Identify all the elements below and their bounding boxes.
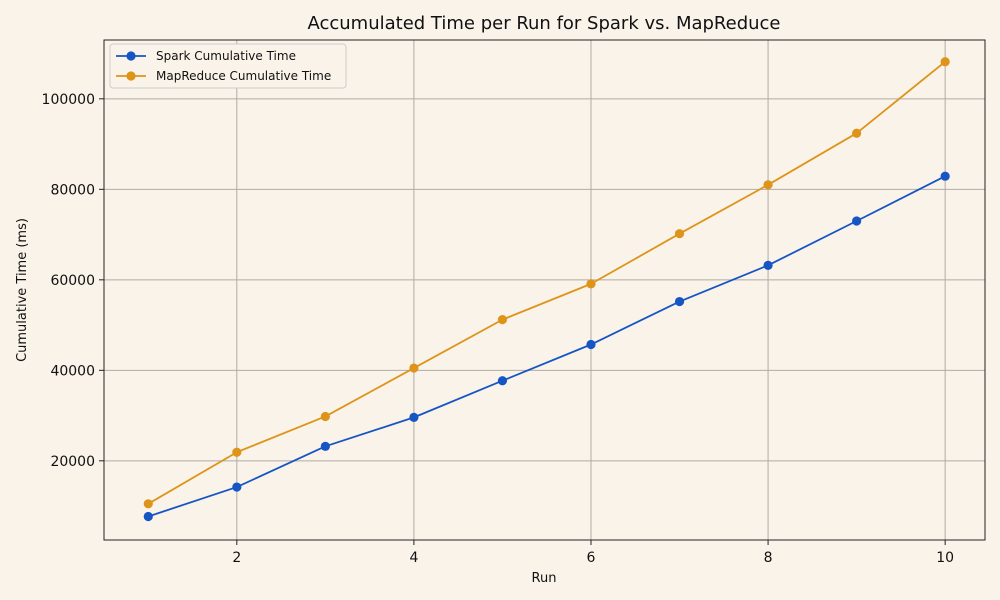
x-tick-label: 4: [409, 550, 418, 566]
x-tick-label: 10: [936, 550, 954, 566]
data-point: [143, 511, 153, 522]
x-tick-label: 8: [764, 550, 773, 566]
plot-area-frame: [103, 39, 986, 541]
series-group: [143, 57, 950, 522]
legend-marker: [126, 71, 136, 81]
series-line-1: [147, 175, 946, 518]
chart-title: Accumulated Time per Run for Spark vs. M…: [307, 13, 780, 34]
y-tick-label: 100000: [42, 92, 95, 108]
data-point: [674, 229, 685, 239]
data-point: [940, 57, 950, 67]
grid: [104, 40, 985, 540]
data-point: [763, 260, 773, 270]
data-point: [674, 296, 685, 307]
y-axis-label: Cumulative Time (ms): [15, 218, 30, 362]
y-tick-label: 20000: [50, 454, 95, 470]
legend-label: MapReduce Cumulative Time: [156, 69, 331, 83]
data-point: [232, 482, 242, 492]
data-point: [497, 315, 508, 325]
x-tick-label: 2: [232, 550, 241, 566]
data-point: [586, 279, 596, 289]
data-point: [320, 441, 330, 451]
x-tick-label: 6: [587, 550, 596, 566]
data-point: [497, 376, 508, 386]
y-tick-label: 80000: [50, 182, 95, 198]
data-point: [586, 339, 596, 350]
data-point: [763, 180, 773, 190]
data-point: [232, 447, 242, 457]
data-point: [852, 216, 862, 226]
legend: Spark Cumulative Time MapReduce Cumulativ…: [109, 43, 347, 89]
legend-label: Spark Cumulative Time: [156, 49, 296, 63]
series-line-2: [147, 61, 946, 505]
data-point: [320, 411, 330, 422]
legend-marker: [126, 51, 136, 61]
data-point: [852, 128, 862, 138]
data-point: [143, 499, 153, 509]
x-axis-ticks: 2 4 6 8 10: [232, 540, 954, 566]
data-point: [409, 363, 419, 373]
y-axis-ticks: 20000 40000 60000 80000 100000: [42, 92, 104, 470]
legend-box: [109, 43, 347, 89]
y-tick-label: 60000: [50, 273, 95, 289]
data-point: [409, 412, 419, 422]
y-tick-label: 40000: [50, 363, 95, 379]
data-point: [940, 171, 950, 181]
x-axis-label: Run: [532, 571, 557, 586]
